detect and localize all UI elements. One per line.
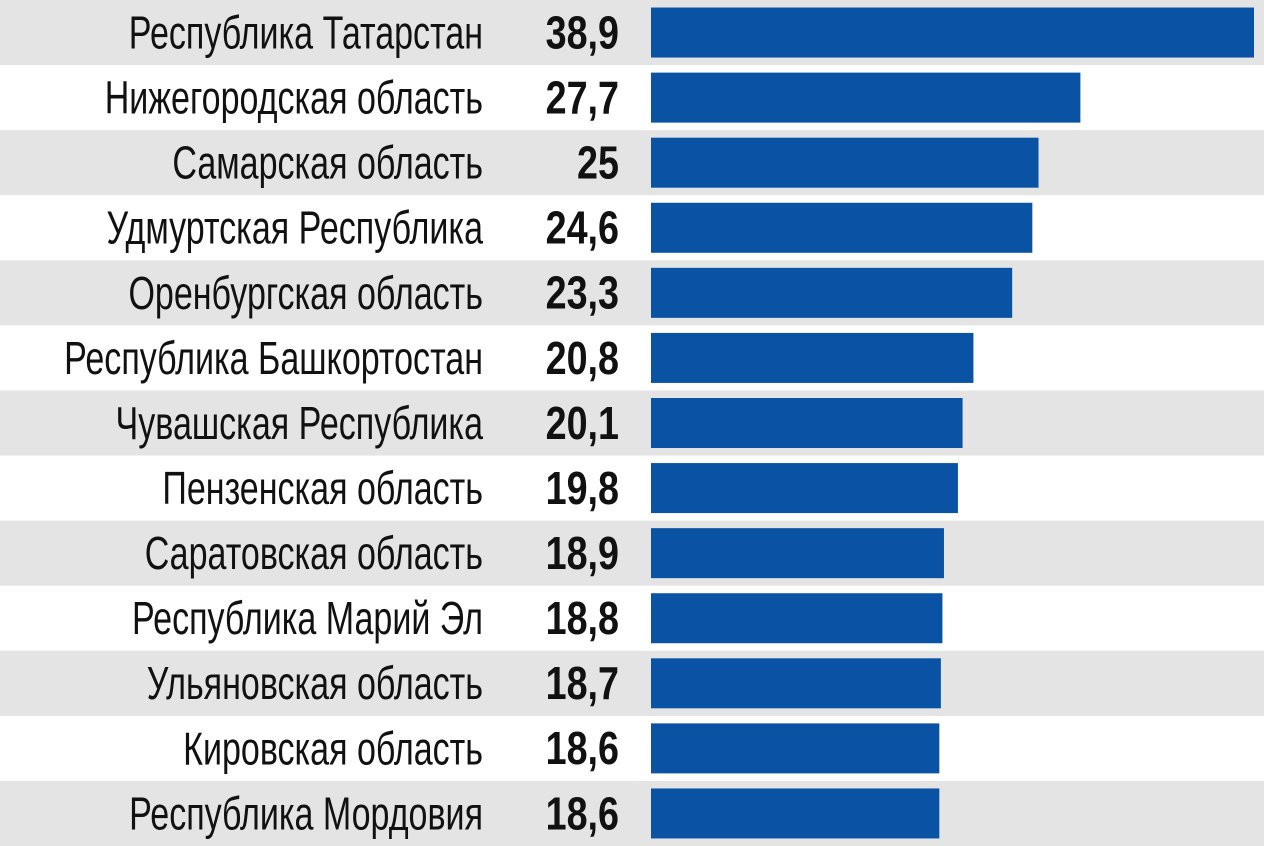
row-band	[0, 260, 1264, 326]
category-label: Кировская область	[183, 722, 483, 774]
value-label: 25	[577, 137, 619, 188]
value-label: 20,1	[546, 397, 619, 448]
value-label: 20,8	[546, 332, 619, 383]
row-band	[0, 130, 1264, 196]
value-label: 24,6	[546, 202, 619, 253]
value-label: 23,3	[546, 267, 619, 318]
value-label: 18,9	[546, 527, 619, 578]
value-label: 18,6	[546, 723, 619, 774]
category-label: Ульяновская область	[147, 657, 483, 709]
bar	[651, 788, 940, 839]
bar	[651, 528, 944, 579]
category-label: Пензенская область	[162, 462, 483, 514]
row-band	[0, 520, 1264, 586]
bar	[651, 202, 1033, 253]
category-label: Республика Башкортостан	[64, 332, 483, 384]
value-label: 18,6	[546, 788, 619, 839]
value-label: 18,8	[546, 593, 619, 644]
category-label: Нижегородская область	[105, 71, 483, 123]
value-label: 18,7	[546, 658, 619, 709]
bar	[651, 267, 1013, 318]
bar	[651, 7, 1254, 58]
bar	[651, 72, 1081, 123]
row-band	[0, 780, 1264, 846]
category-label: Республика Мордовия	[129, 787, 483, 839]
bar	[651, 658, 941, 709]
row-band	[0, 650, 1264, 716]
value-label: 27,7	[546, 72, 619, 123]
bar	[651, 463, 958, 514]
category-label: Саратовская область	[145, 527, 483, 579]
category-label: Оренбургская область	[128, 267, 483, 319]
category-label: Чувашская Республика	[116, 397, 484, 449]
value-label: 19,8	[546, 462, 619, 513]
bar	[651, 398, 963, 448]
row-band	[0, 390, 1264, 456]
bar	[651, 332, 974, 383]
category-label: Удмуртская Республика	[107, 202, 484, 254]
category-label: Республика Татарстан	[129, 6, 483, 58]
value-label: 38,9	[546, 7, 619, 58]
bar	[651, 137, 1039, 188]
category-label: Республика Марий Эл	[132, 592, 483, 644]
bar	[651, 723, 940, 774]
category-label: Самарская область	[172, 137, 483, 189]
bar	[651, 593, 943, 644]
